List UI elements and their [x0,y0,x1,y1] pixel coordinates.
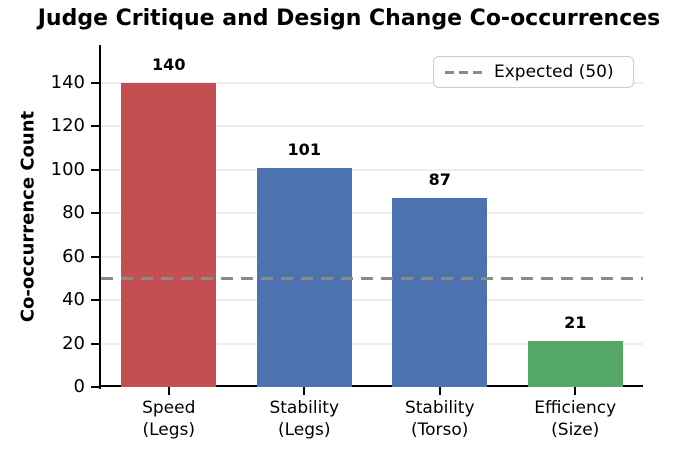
expected-reference-line [101,277,643,281]
gridline [101,168,643,171]
y-tick-label: 120 [50,115,85,137]
y-tick-label: 20 [62,332,85,354]
x-tick-label: Stability (Legs) [269,398,340,441]
x-axis-spine [99,385,643,387]
gridline [101,299,643,302]
x-tick-label: Stability (Torso) [404,398,475,441]
x-tick-mark [438,387,441,395]
y-tick-mark [91,386,99,388]
x-tick-mark [574,387,577,395]
bar-value-label: 140 [152,55,186,74]
legend: Expected (50) [433,56,634,88]
bar-speed [121,83,217,387]
y-tick-label: 40 [62,289,85,311]
x-tick-mark [167,387,170,395]
bar-efficiency [527,341,623,387]
chart-title: Judge Critique and Design Change Co-occu… [37,6,661,31]
x-tick-label: Efficiency (Size) [534,398,617,441]
gridline [101,255,643,258]
y-tick-mark [91,168,99,171]
bar-value-label: 101 [287,139,321,159]
y-tick-mark [91,299,99,302]
gridline [101,125,643,128]
gridline [101,82,643,84]
legend-label: Expected (50) [494,62,614,82]
y-tick-label: 80 [62,202,85,224]
y-tick-mark [91,212,99,215]
y-tick-label: 100 [50,158,85,180]
y-tick-mark [91,255,99,258]
y-tick-label: 140 [50,72,85,93]
bar-stability [256,167,352,387]
x-tick-label: Speed (Legs) [142,398,196,441]
y-tick-label: 60 [62,245,85,267]
y-axis-spine [99,45,101,389]
bar-value-label: 21 [564,313,587,333]
dashed-line-icon [445,70,482,74]
plot-area [101,45,643,387]
y-tick-mark [91,342,99,345]
y-tick-mark [91,125,99,128]
y-tick-mark [91,82,99,84]
bar-stability [392,198,488,387]
y-tick-label: 0 [73,376,85,397]
bar-value-label: 87 [428,170,451,190]
gridline [101,212,643,215]
x-tick-mark [303,387,306,395]
gridline [101,342,643,345]
